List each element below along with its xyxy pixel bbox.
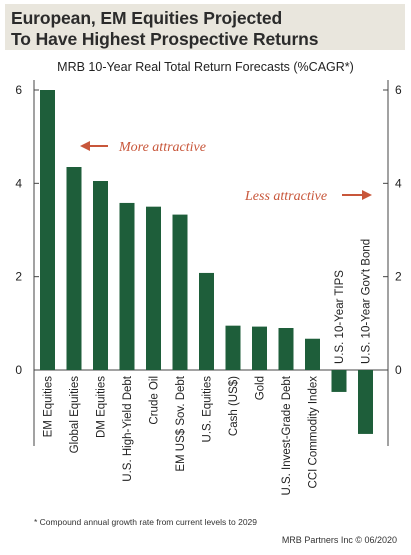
bar — [305, 338, 320, 370]
y-tick-label-right: 4 — [395, 176, 402, 190]
category-label: U.S. 10-Year TIPS — [334, 270, 346, 364]
less-attractive-arrow-head — [362, 190, 372, 200]
bar — [119, 202, 135, 370]
category-label: U.S. 10-Year Gov't Bond — [361, 239, 373, 364]
bar — [278, 328, 294, 370]
title-line-1: European, EM Equities Projected — [11, 8, 283, 28]
bar — [93, 181, 108, 370]
bar — [172, 214, 188, 370]
category-label: U.S. High-Yield Debt — [122, 375, 134, 481]
category-label: Cash (US$) — [228, 376, 240, 436]
bar — [66, 167, 82, 370]
category-label: DM Equities — [96, 376, 108, 438]
y-tick-label-left: 2 — [15, 270, 22, 284]
category-label: U.S. Equities — [202, 376, 214, 443]
y-tick-label-left: 4 — [15, 176, 22, 190]
y-tick-label-left: 6 — [15, 83, 22, 97]
bar — [252, 326, 267, 370]
chart-subtitle: MRB 10-Year Real Total Return Forecasts … — [57, 60, 354, 74]
category-label: EM US$ Sov. Debt — [175, 375, 187, 471]
source-credit: MRB Partners Inc © 06/2020 — [281, 535, 397, 545]
category-label: Global Equities — [69, 376, 81, 454]
chart-title-box: European, EM Equities Projected To Have … — [5, 4, 405, 50]
bar — [225, 325, 241, 370]
y-tick-label-left: 0 — [15, 363, 22, 377]
category-label: Gold — [255, 376, 267, 400]
bar — [40, 90, 55, 370]
bar — [358, 370, 373, 434]
category-label: CCI Commodity Index — [308, 376, 320, 489]
y-tick-label-right: 2 — [395, 270, 402, 284]
y-tick-label-right: 6 — [395, 83, 402, 97]
annotation-more-attractive: More attractive — [118, 140, 206, 155]
more-attractive-arrow-head — [80, 141, 90, 151]
title-line-2: To Have Highest Prospective Returns — [11, 29, 319, 49]
category-label: U.S. Invest-Grade Debt — [281, 375, 293, 495]
bar — [331, 370, 347, 392]
footnote: * Compound annual growth rate from curre… — [34, 517, 258, 527]
bar — [199, 272, 214, 370]
bar — [146, 206, 161, 370]
category-label: Crude Oil — [149, 376, 161, 425]
annotation-less-attractive: Less attractive — [244, 189, 327, 204]
y-tick-label-right: 0 — [395, 363, 402, 377]
category-label: EM Equities — [43, 376, 55, 438]
